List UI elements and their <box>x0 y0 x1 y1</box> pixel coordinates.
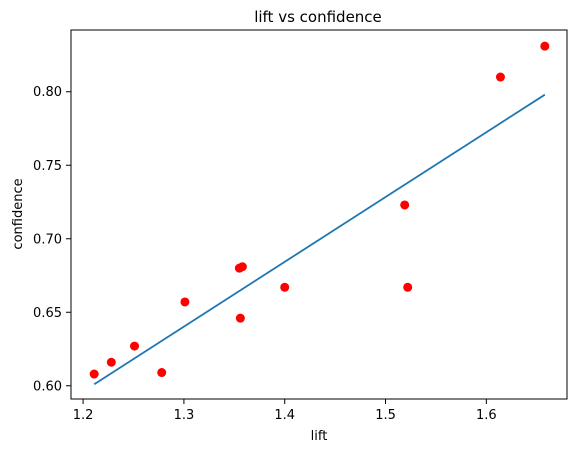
y-tick-label: 0.60 <box>33 379 62 394</box>
scatter-point <box>400 200 410 210</box>
x-tick-label: 1.3 <box>174 408 195 423</box>
scatter-point <box>106 357 116 367</box>
y-tick-label: 0.65 <box>33 306 62 321</box>
plot-frame <box>71 30 567 399</box>
x-axis-label: lift <box>311 429 328 444</box>
y-tick-label: 0.70 <box>33 232 62 247</box>
y-axis-label: confidence <box>11 178 26 249</box>
scatter-point <box>157 368 167 378</box>
x-tick-label: 1.4 <box>274 408 295 423</box>
x-tick-label: 1.6 <box>476 408 497 423</box>
x-tick-label: 1.5 <box>375 408 396 423</box>
plot-area <box>70 29 568 400</box>
scatter-point <box>495 72 505 82</box>
y-tick-label: 0.80 <box>33 85 62 100</box>
trend-line <box>93 93 546 386</box>
scatter-point <box>403 282 413 292</box>
scatter-point <box>237 262 247 272</box>
y-axis: 0.60 0.65 0.70 0.75 0.80 <box>33 85 71 394</box>
scatter-point <box>89 369 99 379</box>
scatter-point <box>130 341 140 351</box>
scatter-point <box>180 297 190 307</box>
y-tick-label: 0.75 <box>33 159 62 174</box>
chart-title: lift vs confidence <box>254 8 382 26</box>
scatter-point <box>540 41 550 51</box>
plot-border <box>70 29 568 400</box>
scatter-point <box>235 313 245 323</box>
series-layer <box>89 41 550 386</box>
scatter-point <box>280 282 290 292</box>
x-axis: 1.2 1.3 1.4 1.5 1.6 <box>73 399 497 423</box>
x-tick-label: 1.2 <box>73 408 94 423</box>
